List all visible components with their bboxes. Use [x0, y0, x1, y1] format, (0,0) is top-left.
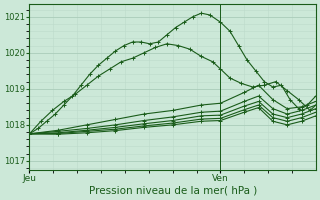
X-axis label: Pression niveau de la mer( hPa ): Pression niveau de la mer( hPa ) [89, 186, 257, 196]
